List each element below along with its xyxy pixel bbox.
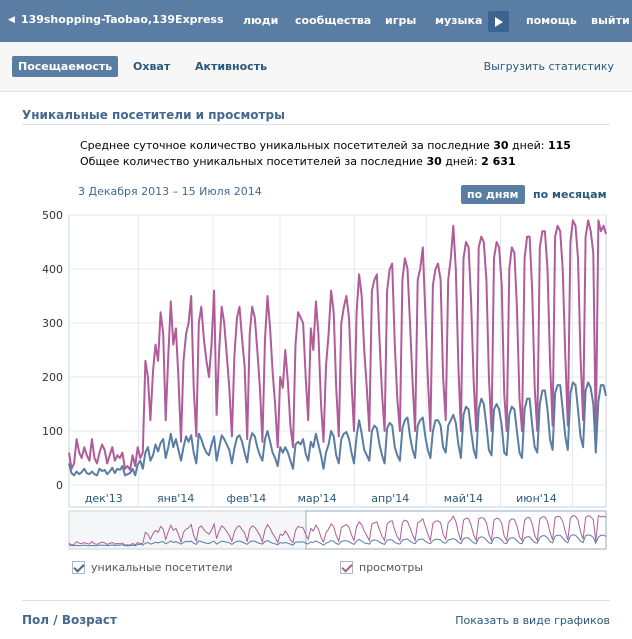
overview-series-line [68,534,607,547]
stat-average-unique: Среднее суточное количество уникальных п… [80,139,571,152]
nav-help[interactable]: помощь [526,14,577,27]
series-line [68,219,607,471]
back-link-label: 139shopping-Taobao,139Express [20,13,224,26]
legend-unique-label: уникальные посетители [91,561,233,574]
series-line [68,381,607,477]
section-title: Уникальные посетители и просмотры [22,108,285,122]
visitors-chart[interactable]: 0 100 200 300 400 500 дек'13 янв'14 фев'14 мар'14… [0,205,632,550]
legend-unique[interactable]: уникальные посетители [72,561,233,574]
checkbox-views[interactable] [340,561,353,574]
nav-games[interactable]: игры [385,14,417,27]
x-tick-label: дек'13 [85,492,123,505]
by-days-button[interactable]: по дням [461,185,525,204]
legend-views[interactable]: просмотры [340,561,423,574]
tabs-bar: Посещаемость Охват Активность Выгрузить … [0,42,632,92]
tab-activity[interactable]: Активность [195,60,268,73]
more-button[interactable] [488,11,509,32]
stat-total-unique: Общее количество уникальных посетителей … [80,155,516,168]
x-tick-label: июн'14 [516,492,557,505]
x-tick-label: янв'14 [157,492,194,505]
top-bar: ◀ 139shopping-Taobao,139Express люди соо… [0,0,632,42]
y-tick-label: 300 [42,317,63,330]
nav-people[interactable]: люди [243,14,279,27]
export-stats-link[interactable]: Выгрузить статистику [483,60,614,73]
y-tick-label: 0 [56,479,63,492]
by-months-button[interactable]: по месяцам [533,188,607,201]
y-tick-label: 400 [42,263,63,276]
nav-music[interactable]: музыка [435,14,483,27]
x-tick-label: апр'14 [371,492,409,505]
y-tick-label: 500 [42,209,63,222]
y-tick-label: 100 [42,425,63,438]
back-link[interactable]: ◀ 139shopping-Taobao,139Express [8,13,224,26]
section-divider [22,124,610,125]
tab-attendance[interactable]: Посещаемость [12,56,119,77]
checkbox-unique[interactable] [72,561,85,574]
y-tick-label: 200 [42,371,63,384]
play-right-icon [494,16,503,27]
chevron-left-icon: ◀ [8,14,15,25]
tab-reach[interactable]: Охват [133,60,171,73]
date-range: 3 Декабря 2013 – 15 Июля 2014 [78,185,262,198]
x-tick-label: фев'14 [227,492,267,505]
nav-logout[interactable]: выйти [591,14,630,27]
overview-series-line [68,514,607,546]
x-tick-label: мар'14 [298,492,337,505]
x-tick-label: май'14 [444,492,483,505]
legend-views-label: просмотры [359,561,424,574]
show-as-charts-link[interactable]: Показать в виде графиков [455,614,610,627]
nav-communities[interactable]: сообщества [295,14,372,27]
section2-title: Пол / Возраст [22,613,117,627]
section2-divider [22,600,610,601]
